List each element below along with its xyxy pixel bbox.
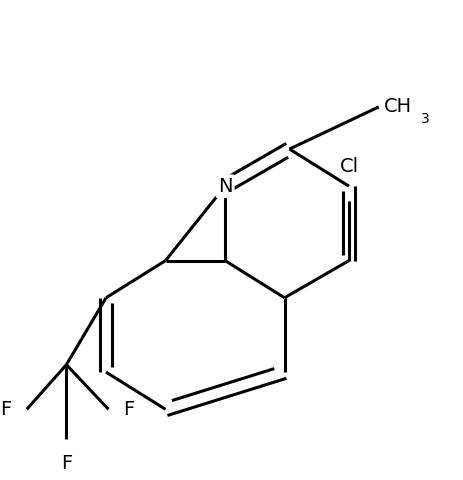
Text: CH: CH [384, 97, 412, 116]
Text: F: F [61, 454, 72, 473]
Text: F: F [124, 400, 135, 419]
Text: Cl: Cl [339, 157, 358, 176]
Text: 3: 3 [421, 112, 430, 126]
Text: N: N [218, 177, 232, 196]
Text: F: F [0, 400, 12, 419]
